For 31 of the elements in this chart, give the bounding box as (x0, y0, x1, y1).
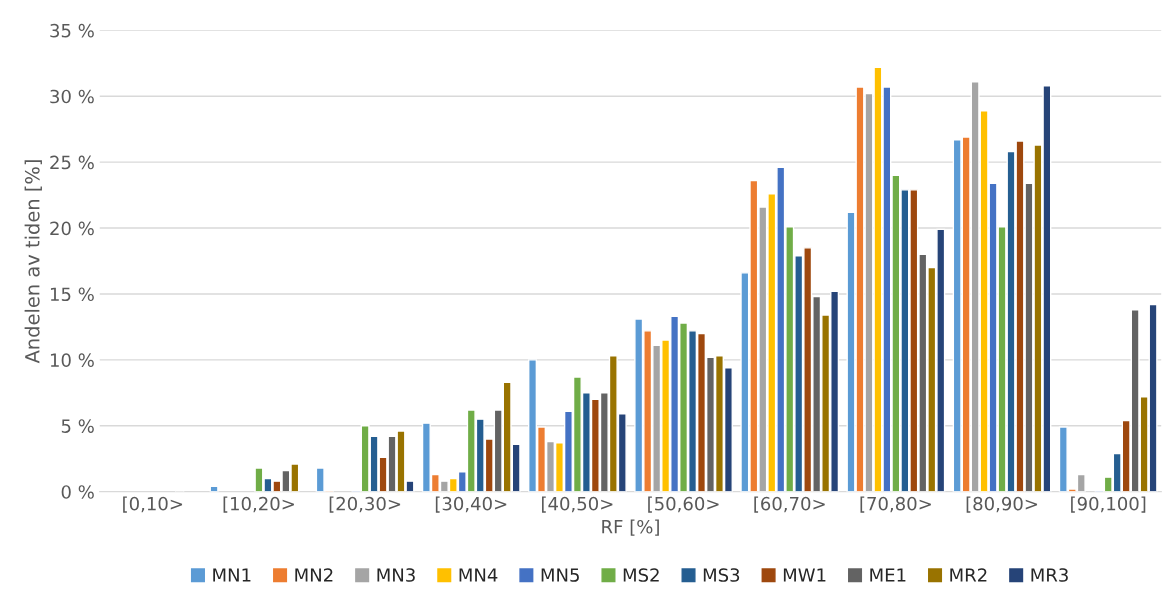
x-axis-title: RF [%] (602, 519, 659, 536)
legend-label: MR3 (1031, 568, 1068, 582)
legend-label: MS2 (623, 568, 659, 582)
legend-label: MN3 (377, 568, 415, 582)
x-tick-label: [40,50> (542, 496, 613, 513)
y-tick-label: 15 % (50, 287, 94, 302)
y-tick-label: 35 % (50, 23, 94, 38)
x-tick-label: [70,80> (860, 496, 931, 513)
y-tick-label: 25 % (50, 155, 94, 170)
x-tick-label: [80,90> (966, 496, 1038, 513)
y-tick-label: 5 % (61, 419, 94, 433)
legend-label: MW1 (783, 568, 826, 582)
x-tick-label: [20,30> (329, 496, 401, 513)
legend-label: MR2 (950, 568, 987, 582)
y-axis-title: Andelen av tiden [%] (24, 160, 42, 364)
y-tick-label: 10 % (50, 353, 94, 367)
x-tick-label: [10,20> (223, 496, 294, 513)
legend-label: MN2 (295, 568, 333, 582)
legend-label: MS3 (703, 568, 740, 582)
legend-label: ME1 (870, 568, 906, 582)
x-tick-label: [0,10> (123, 496, 183, 513)
legend-label: MN1 (213, 568, 251, 582)
x-tick-label: [50,60> (648, 496, 719, 513)
x-tick-label: [90,100] (1071, 496, 1146, 513)
y-tick-label: 0 % (61, 485, 94, 499)
y-tick-label: 20 % (50, 221, 94, 236)
x-tick-label: [60,70> (754, 496, 825, 513)
legend-label: MN5 (541, 568, 579, 582)
x-tick-label: [30,40> (435, 496, 507, 513)
y-tick-label: 30 % (50, 89, 94, 104)
legend-label: MN4 (459, 568, 498, 582)
